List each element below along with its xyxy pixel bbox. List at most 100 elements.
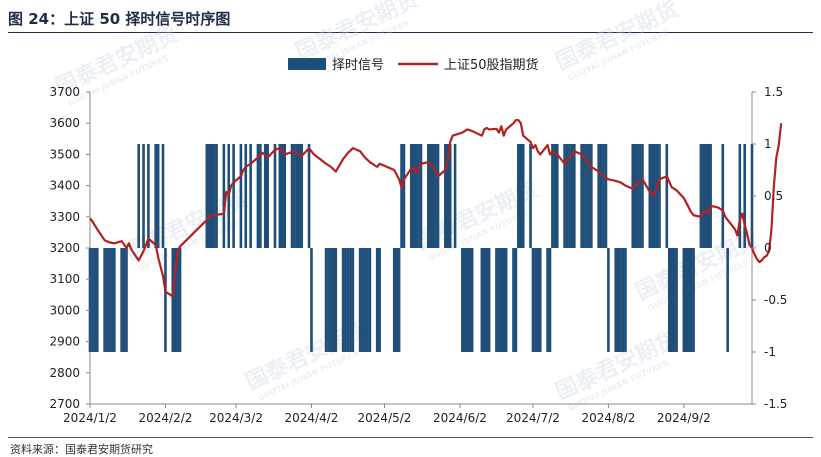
signal-bar [529,144,532,248]
signal-bar [176,248,179,352]
signal-bar [687,248,691,352]
signal-bar [670,248,673,352]
signal-bar [266,144,269,248]
signal-bar [546,248,549,352]
signal-bar [587,144,591,248]
signal-bar [621,248,625,352]
signal-bar [521,144,525,248]
signal-bar [341,248,345,352]
left-tick-label: 3600 [49,116,80,130]
watermark-text: 国泰君安期货 [292,0,423,65]
signal-bar [585,144,588,248]
right-tick-label: -1 [764,345,776,359]
signal-bar [463,248,467,352]
signal-bar [232,144,235,248]
signal-bar [164,248,167,352]
signal-bar [563,144,566,248]
signal-bar [538,248,542,352]
signal-bar [222,144,226,248]
legend-swatch-signal [288,58,326,70]
signal-bar [414,144,418,248]
right-tick-label: 0 [764,241,772,255]
signal-bar [346,248,350,352]
signal-bar [429,144,433,248]
signal-bar [239,144,243,248]
source-divider [8,437,813,438]
left-tick-label: 3400 [49,179,80,193]
signal-bar [327,248,330,352]
signal-bar [638,144,642,248]
signal-bar [444,144,447,248]
x-tick-label: 2024/4/2 [285,411,339,425]
signal-bar [263,144,267,248]
signal-bar [536,248,540,352]
signal-bar [392,248,396,352]
signal-bar [655,144,659,248]
index-line [89,118,783,298]
signal-bar [154,144,158,248]
signal-bar [650,144,654,248]
signal-bar [658,144,661,248]
right-tick-label: 1.5 [764,85,783,99]
signal-bar [310,248,313,352]
signal-bar [397,248,401,352]
signal-bar [514,248,518,352]
signal-bar [93,248,97,352]
signal-bar [495,248,498,352]
x-tick-label: 2024/6/2 [433,411,487,425]
signal-bar [721,144,725,248]
signal-bar [178,248,182,352]
signal-bar [531,248,535,352]
signal-bar [648,144,652,248]
signal-bar [307,144,311,248]
signal-bar [553,144,557,248]
signal-bar [283,144,287,248]
signal-bar [470,248,474,352]
title-divider [8,32,813,33]
signal-bar [590,144,593,248]
signal-bar [402,144,406,248]
signal-bar [665,144,669,248]
signal-bar [344,248,347,352]
signal-bars [88,144,754,352]
signal-bar [743,144,746,248]
signal-bar [358,248,362,352]
signal-bar [207,144,211,248]
axes: 2700 2800 2900 3000 3100 3200 3300 3400 3500 3600… [49,85,787,425]
signal-bar [675,248,678,352]
signal-bar [412,144,415,248]
left-tick-label: 3500 [49,147,80,161]
signal-bar [702,144,705,248]
signal-bar [641,144,644,248]
signal-bar [290,144,294,248]
signal-bar [548,248,552,352]
signal-bar [205,144,209,248]
signal-bar [349,248,352,352]
signal-bar [120,248,123,352]
left-tick-label: 2900 [49,335,80,349]
signal-bar [91,248,94,352]
signal-bar [351,248,355,352]
signal-bar [672,248,676,352]
signal-bar [215,144,218,248]
signal-bar [259,144,262,248]
signal-bar [534,248,537,352]
signal-bar [334,248,338,352]
signal-bar [363,248,367,352]
x-tick-label: 2024/5/2 [358,411,412,425]
signal-bar [419,144,423,248]
signal-bar [448,144,452,248]
signal-bar [519,144,523,248]
left-tick-label: 3300 [49,210,80,224]
source-note: 资料来源：国泰君安期货研究 [10,443,153,456]
signal-bar [624,248,627,352]
signal-bar [614,248,618,352]
signal-bar [480,248,484,352]
signal-bar [427,144,430,248]
signal-bar [607,248,610,352]
signal-bar [110,248,114,352]
signal-bar [631,144,635,248]
signal-bar [555,144,559,248]
x-tick-label: 2024/1/2 [63,411,117,425]
